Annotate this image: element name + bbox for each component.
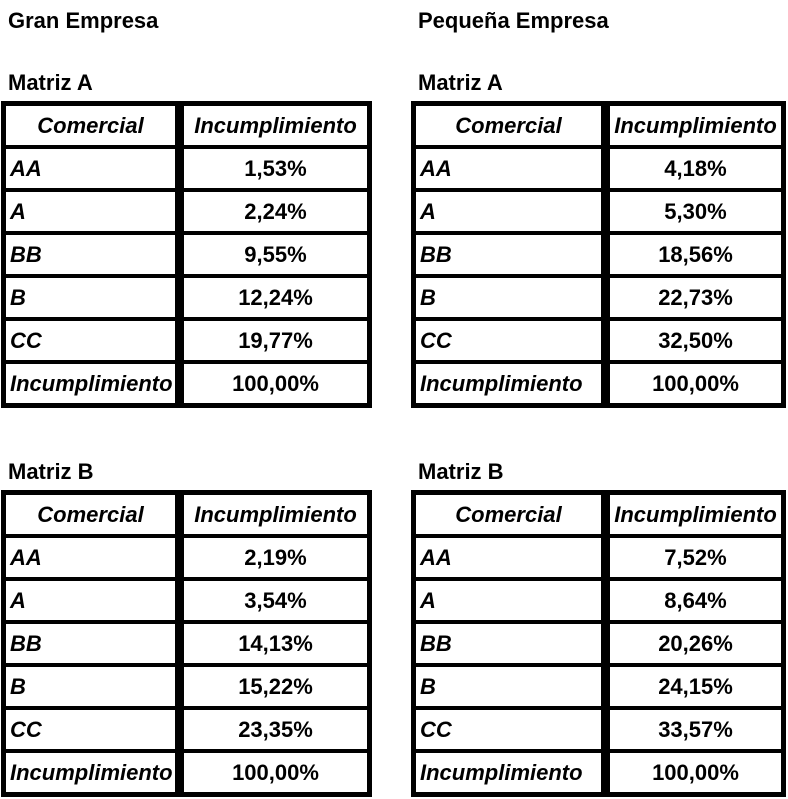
value-cell: 12,24%: [177, 274, 372, 321]
table-header-row: Comercial Incumplimiento: [1, 101, 372, 149]
rating-cell: Incumplimiento: [1, 749, 184, 797]
value-cell: 3,54%: [177, 577, 372, 624]
matrix-b-label-left: Matriz B: [8, 459, 94, 484]
value-cell: 8,64%: [603, 577, 786, 624]
value-cell: 14,13%: [177, 620, 372, 667]
rating-cell: Incumplimiento: [411, 749, 610, 797]
table-header-row: Comercial Incumplimiento: [1, 490, 372, 538]
value-cell: 4,18%: [603, 145, 786, 192]
column-header-comercial: Comercial: [411, 490, 610, 538]
value-cell: 22,73%: [603, 274, 786, 321]
rating-cell: A: [1, 577, 184, 624]
rating-cell: BB: [1, 231, 184, 278]
table-row: CC 32,50%: [411, 317, 786, 364]
table-row: A 5,30%: [411, 188, 786, 235]
matrix-a-label-right: Matriz A: [418, 70, 503, 95]
rating-cell: A: [411, 188, 610, 235]
column-header-comercial: Comercial: [1, 101, 184, 149]
matrix-b-label-right: Matriz B: [418, 459, 504, 484]
column-header-incumplimiento: Incumplimiento: [603, 101, 786, 149]
value-cell: 5,30%: [603, 188, 786, 235]
table-total-row: Incumplimiento 100,00%: [411, 360, 786, 408]
table-row: BB 18,56%: [411, 231, 786, 278]
table-row: B 24,15%: [411, 663, 786, 710]
value-cell: 19,77%: [177, 317, 372, 364]
rating-cell: AA: [1, 534, 184, 581]
value-cell: 9,55%: [177, 231, 372, 278]
value-cell: 100,00%: [603, 360, 786, 408]
rating-cell: CC: [411, 317, 610, 364]
table-gran-empresa-matriz-a: Comercial Incumplimiento AA 1,53% A 2,24…: [1, 101, 372, 408]
value-cell: 100,00%: [177, 749, 372, 797]
rating-cell: CC: [1, 706, 184, 753]
rating-cell: CC: [411, 706, 610, 753]
value-cell: 24,15%: [603, 663, 786, 710]
company-title-gran-empresa: Gran Empresa: [8, 8, 159, 33]
rating-cell: BB: [411, 231, 610, 278]
table-row: A 3,54%: [1, 577, 372, 624]
table-row: CC 33,57%: [411, 706, 786, 753]
value-cell: 2,19%: [177, 534, 372, 581]
table-row: CC 19,77%: [1, 317, 372, 364]
rating-cell: AA: [411, 145, 610, 192]
value-cell: 7,52%: [603, 534, 786, 581]
rating-cell: A: [1, 188, 184, 235]
rating-cell: Incumplimiento: [411, 360, 610, 408]
table-row: AA 1,53%: [1, 145, 372, 192]
column-header-comercial: Comercial: [411, 101, 610, 149]
table-row: BB 20,26%: [411, 620, 786, 667]
table-row: A 2,24%: [1, 188, 372, 235]
rating-cell: AA: [411, 534, 610, 581]
table-row: AA 2,19%: [1, 534, 372, 581]
rating-cell: CC: [1, 317, 184, 364]
table-row: AA 4,18%: [411, 145, 786, 192]
rating-cell: B: [1, 663, 184, 710]
rating-cell: BB: [411, 620, 610, 667]
value-cell: 20,26%: [603, 620, 786, 667]
table-row: BB 14,13%: [1, 620, 372, 667]
table-header-row: Comercial Incumplimiento: [411, 490, 786, 538]
rating-cell: B: [1, 274, 184, 321]
value-cell: 23,35%: [177, 706, 372, 753]
value-cell: 32,50%: [603, 317, 786, 364]
table-row: BB 9,55%: [1, 231, 372, 278]
table-pequena-empresa-matriz-b: Comercial Incumplimiento AA 7,52% A 8,64…: [411, 490, 786, 797]
matrix-a-label-left: Matriz A: [8, 70, 93, 95]
column-header-incumplimiento: Incumplimiento: [177, 101, 372, 149]
table-total-row: Incumplimiento 100,00%: [1, 360, 372, 408]
value-cell: 2,24%: [177, 188, 372, 235]
rating-cell: B: [411, 274, 610, 321]
table-row: CC 23,35%: [1, 706, 372, 753]
column-header-incumplimiento: Incumplimiento: [177, 490, 372, 538]
table-header-row: Comercial Incumplimiento: [411, 101, 786, 149]
table-total-row: Incumplimiento 100,00%: [411, 749, 786, 797]
value-cell: 1,53%: [177, 145, 372, 192]
rating-cell: B: [411, 663, 610, 710]
value-cell: 15,22%: [177, 663, 372, 710]
column-header-comercial: Comercial: [1, 490, 184, 538]
column-header-incumplimiento: Incumplimiento: [603, 490, 786, 538]
rating-cell: A: [411, 577, 610, 624]
table-row: AA 7,52%: [411, 534, 786, 581]
table-gran-empresa-matriz-b: Comercial Incumplimiento AA 2,19% A 3,54…: [1, 490, 372, 797]
table-row: B 12,24%: [1, 274, 372, 321]
table-pequena-empresa-matriz-a: Comercial Incumplimiento AA 4,18% A 5,30…: [411, 101, 786, 408]
table-total-row: Incumplimiento 100,00%: [1, 749, 372, 797]
value-cell: 33,57%: [603, 706, 786, 753]
table-row: A 8,64%: [411, 577, 786, 624]
rating-cell: Incumplimiento: [1, 360, 184, 408]
table-row: B 22,73%: [411, 274, 786, 321]
company-title-pequena-empresa: Pequeña Empresa: [418, 8, 609, 33]
value-cell: 18,56%: [603, 231, 786, 278]
rating-cell: BB: [1, 620, 184, 667]
table-row: B 15,22%: [1, 663, 372, 710]
value-cell: 100,00%: [603, 749, 786, 797]
value-cell: 100,00%: [177, 360, 372, 408]
rating-cell: AA: [1, 145, 184, 192]
